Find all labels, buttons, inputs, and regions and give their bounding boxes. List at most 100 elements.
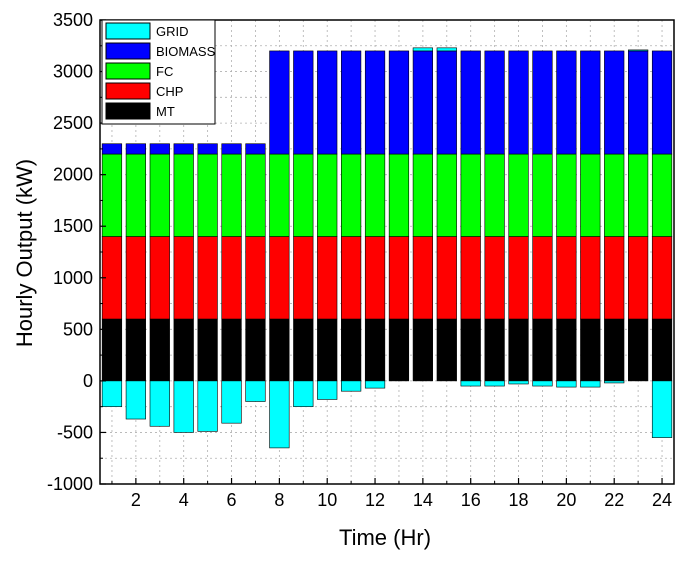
bar-biomass: [508, 50, 529, 155]
bar-mt: [125, 318, 146, 382]
bar-chp: [173, 236, 194, 320]
x-tick-label: 20: [556, 490, 576, 510]
bar-mt: [508, 318, 529, 382]
bar-biomass: [436, 50, 457, 155]
bar-fc: [149, 153, 170, 237]
bar-fc: [556, 153, 577, 237]
bar-grid: [317, 380, 338, 400]
legend-label-mt: MT: [156, 104, 175, 119]
bar-mt: [221, 318, 242, 382]
bar-mt: [556, 318, 577, 382]
bar-fc: [532, 153, 553, 237]
x-tick-label: 6: [227, 490, 237, 510]
bar-chp: [556, 236, 577, 320]
legend-swatch-grid: [105, 22, 151, 40]
x-tick-label: 18: [509, 490, 529, 510]
bar-chp: [388, 236, 410, 320]
bar-grid: [436, 47, 457, 52]
bar-chp: [293, 236, 314, 320]
bar-mt: [101, 318, 123, 382]
bar-biomass: [269, 50, 290, 155]
bar-chp: [364, 236, 386, 320]
bar-biomass: [293, 50, 314, 155]
y-tick-label: 3000: [53, 62, 93, 82]
bar-mt: [364, 318, 386, 382]
bar-chp: [125, 236, 146, 320]
bar-mt: [197, 318, 218, 382]
bar-grid: [245, 380, 266, 402]
bar-grid: [556, 380, 577, 388]
y-tick-label: 1000: [53, 268, 93, 288]
bar-fc: [221, 153, 242, 237]
y-tick-label: 0: [83, 371, 93, 391]
bar-biomass: [149, 143, 170, 155]
bar-mt: [149, 318, 170, 382]
bar-grid: [125, 380, 146, 420]
bar-biomass: [101, 143, 123, 155]
bar-fc: [388, 153, 410, 237]
bar-fc: [580, 153, 601, 237]
bar-mt: [341, 318, 362, 382]
bar-grid: [221, 380, 242, 424]
bar-chp: [197, 236, 218, 320]
y-tick-label: 1500: [53, 216, 93, 236]
bar-biomass: [245, 143, 266, 155]
legend: GRID BIOMASS FC CHP MT: [101, 19, 216, 125]
bar-fc: [436, 153, 457, 237]
bar-mt: [628, 318, 649, 382]
bar-fc: [460, 153, 481, 237]
y-tick-label: -500: [57, 422, 93, 442]
y-tick-label: 3500: [53, 10, 93, 30]
bar-fc: [341, 153, 362, 237]
bar-mt: [580, 318, 601, 382]
bar-mt: [173, 318, 194, 382]
bar-chp: [245, 236, 266, 320]
bar-grid: [101, 380, 123, 407]
bar-chp: [651, 236, 673, 320]
bar-grid: [173, 380, 194, 433]
bar-chp: [436, 236, 457, 320]
bars: [101, 47, 673, 449]
bar-biomass: [197, 143, 218, 155]
bar-chp: [341, 236, 362, 320]
bar-fc: [484, 153, 505, 237]
bar-chp: [412, 236, 433, 320]
bar-grid: [364, 380, 386, 389]
bar-fc: [245, 153, 266, 237]
bar-grid: [149, 380, 170, 427]
bar-grid: [269, 380, 290, 449]
bar-chp: [532, 236, 553, 320]
bar-fc: [317, 153, 338, 237]
x-tick-label: 14: [413, 490, 433, 510]
bar-mt: [484, 318, 505, 382]
bar-chp: [604, 236, 625, 320]
bar-biomass: [125, 143, 146, 155]
bar-mt: [604, 318, 625, 382]
bar-fc: [125, 153, 146, 237]
bar-mt: [317, 318, 338, 382]
legend-swatch-chp: [105, 82, 151, 100]
bar-fc: [364, 153, 386, 237]
x-tick-label: 22: [604, 490, 624, 510]
legend-swatch-biomass: [105, 42, 151, 60]
y-tick-label: 500: [63, 319, 93, 339]
bar-grid: [197, 380, 218, 432]
y-axis-title: Hourly Output (kW): [12, 159, 37, 347]
legend-label-biomass: BIOMASS: [156, 44, 216, 59]
bar-grid: [580, 380, 601, 388]
bar-fc: [508, 153, 529, 237]
bar-grid: [412, 47, 433, 52]
x-tick-label: 12: [365, 490, 385, 510]
bar-chp: [221, 236, 242, 320]
bar-biomass: [628, 50, 649, 155]
bar-grid: [460, 380, 481, 387]
bar-biomass: [341, 50, 362, 155]
legend-swatch-fc: [105, 62, 151, 80]
x-tick-label: 16: [461, 490, 481, 510]
bar-grid: [484, 380, 505, 387]
legend-label-grid: GRID: [156, 24, 189, 39]
legend-label-fc: FC: [156, 64, 173, 79]
bar-fc: [651, 153, 673, 237]
bar-fc: [173, 153, 194, 237]
y-tick-label: 2000: [53, 165, 93, 185]
